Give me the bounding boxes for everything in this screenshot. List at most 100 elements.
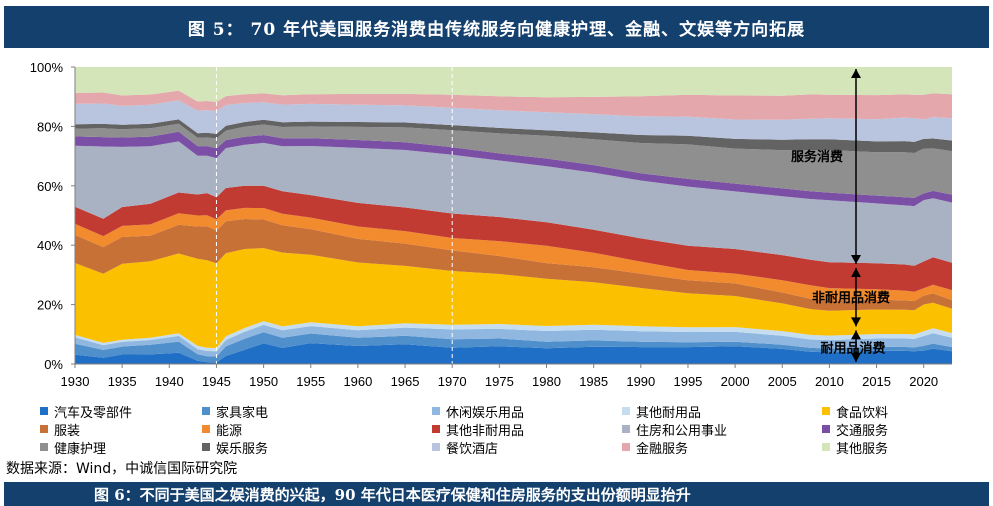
legend-label: 餐饮酒店 [446,441,499,457]
arrow-head-icon [851,330,861,340]
legend: 汽车及零部件 家具家电 休闲娱乐用品 其他耐用品 食品饮料服装 能源 其他非耐用品 住房和公用… [40,402,990,457]
x-tick-label: 1985 [579,374,608,389]
x-tick-label: 1930 [61,374,90,389]
x-tick-label: 1965 [391,374,420,389]
legend-swatch [432,443,440,451]
area-series-0 [75,343,952,364]
y-tick-label: 20% [37,298,63,313]
legend-item: 交通服务 [822,420,889,439]
annotation-label-1: 非耐用品消费 [812,290,890,306]
annotation-label-2: 耐用品消费 [820,341,885,357]
y-axis: 0% 20% 40% 60% 80% 100% [30,60,76,372]
legend-swatch [40,425,48,433]
legend-label: 金融服务 [636,441,689,457]
source-note: 数据来源：Wind，中诚信国际研究院 [6,461,238,477]
legend-swatch [432,407,440,415]
y-tick-label: 60% [37,179,63,194]
legend-item: 汽车及零部件 [40,402,133,421]
legend-item: 餐饮酒店 [432,438,499,457]
y-tick-label: 100% [30,60,64,75]
area-series-1 [75,332,952,363]
area-series-10 [75,123,952,198]
legend-item: 娱乐服务 [202,438,269,457]
legend-label: 食品饮料 [836,405,889,421]
x-tick-label: 2005 [768,374,797,389]
legend-label: 能源 [216,423,243,439]
legend-swatch [202,407,210,415]
annotation-label-0: 服务消费 [791,149,843,165]
legend-swatch [202,425,210,433]
area-series-4 [75,248,952,348]
area-series-5 [75,219,952,311]
legend-item: 其他非耐用品 [432,420,525,439]
figure-title: 图 5： 70 年代美国服务消费由传统服务向健康护理、金融、文娱等方向拓展 [4,6,989,48]
legend-label: 交通服务 [836,423,889,439]
area-series-3 [75,321,952,352]
x-tick-label: 2010 [815,374,844,389]
x-tick-label: 1935 [108,374,137,389]
legend-item: 住房和公用事业 [622,420,728,439]
legend-item: 其他耐用品 [622,402,702,421]
legend-label: 健康护理 [54,441,107,457]
area-series-11 [75,119,952,153]
x-tick-label: 1945 [202,374,231,389]
legend-item: 其他服务 [822,438,889,457]
arrow-head-icon [851,267,861,277]
area-series-13 [75,90,952,120]
legend-label: 服装 [54,423,81,439]
stacked-area-chart: 0%20%40%60%80%100% 1930 1935 1940 1945 1950 1… [30,60,952,389]
arrow-head-icon [851,353,861,362]
arrow-head-icon [851,69,861,78]
y-tick-label: 40% [37,238,63,253]
legend-swatch [40,407,48,415]
legend-label: 娱乐服务 [216,441,269,457]
x-tick-label: 1970 [438,374,467,389]
x-tick-label: 2020 [909,374,938,389]
legend-label: 其他非耐用品 [446,423,525,439]
y-tick-label: 80% [37,119,63,134]
x-tick-label: 2015 [862,374,891,389]
area-series-14 [75,67,952,102]
legend-label: 其他耐用品 [636,405,702,421]
areas-layer [75,67,952,364]
y-tick-label: 0% [44,357,63,372]
legend-swatch [202,443,210,451]
legend-item: 能源 [202,420,243,439]
area-series-12 [75,100,952,142]
x-tick-label: 1960 [343,374,372,389]
legend-swatch [432,425,440,433]
area-series-9 [75,131,952,207]
legend-label: 休闲娱乐用品 [446,405,525,421]
legend-item: 金融服务 [622,438,689,457]
legend-label: 家具家电 [216,405,269,421]
x-tick-label: 1940 [155,374,184,389]
area-series-6 [75,207,952,302]
x-tick-label: 1995 [673,374,702,389]
legend-item: 健康护理 [40,438,107,457]
legend-swatch [622,425,630,433]
x-tick-label: 1980 [532,374,561,389]
x-tick-label: 1950 [249,374,278,389]
next-figure-caption: 图 6：不同于美国之娱消费的兴起，90 年代日本医疗保健和住房服务的支出份额明显… [4,482,989,506]
arrow-head-icon [851,254,861,264]
arrow-head-icon [851,317,861,327]
legend-swatch [822,443,830,451]
gridlines-layer [215,67,453,364]
legend-swatch [622,443,630,451]
legend-swatch [822,407,830,415]
area-series-2 [75,324,952,357]
legend-item: 休闲娱乐用品 [432,402,525,421]
legend-item: 食品饮料 [822,402,889,421]
x-tick-label: 1975 [485,374,514,389]
x-tick-label: 1955 [296,374,325,389]
legend-item: 家具家电 [202,402,269,421]
x-tick-label: 2000 [721,374,750,389]
x-tick-label: 1990 [626,374,655,389]
x-axis: 1930 1935 1940 1945 1950 1955 1960 1965 1970 1975… [61,363,952,389]
legend-swatch [40,443,48,451]
area-series-8 [75,141,952,266]
legend-label: 其他服务 [836,441,889,457]
legend-label: 住房和公用事业 [636,423,728,439]
legend-label: 汽车及零部件 [54,405,133,421]
